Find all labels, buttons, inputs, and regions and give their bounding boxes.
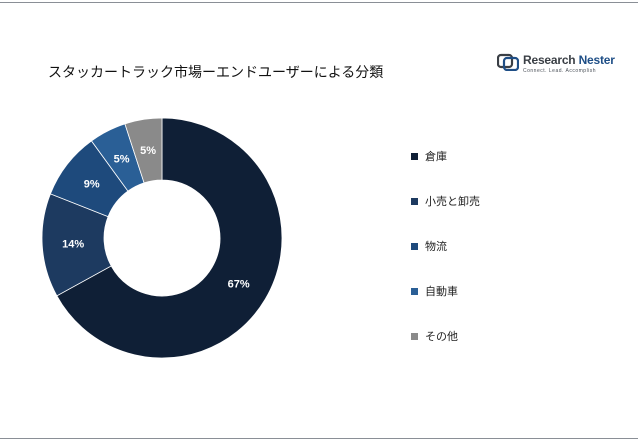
legend-label: その他 (425, 330, 458, 343)
legend-swatch (411, 197, 418, 205)
legend-item-3: 自動車 (411, 283, 458, 299)
legend-label: 物流 (425, 240, 447, 253)
legend-swatch (411, 152, 418, 160)
logo-mark-icon (497, 53, 519, 71)
legend-swatch (411, 242, 418, 250)
slice-label-4: 5% (140, 145, 156, 157)
logo-text-nester: Nester (578, 53, 615, 67)
legend-item-0: 倉庫 (411, 148, 447, 164)
legend-item-1: 小売と卸売 (411, 193, 480, 209)
donut-slice-4 (124, 117, 163, 184)
research-nester-logo: Research Nester Connect. Lead. Accomplis… (497, 53, 615, 77)
chart-title: スタッカートラック市場ーエンドユーザーによる分類 (48, 65, 384, 81)
logo-text-research: Research (523, 53, 579, 67)
top-rule (0, 2, 638, 3)
legend-label: 倉庫 (425, 150, 447, 163)
legend-item-4: その他 (411, 328, 458, 344)
bottom-rule (0, 438, 638, 439)
legend-swatch (411, 332, 418, 340)
legend-label: 小売と卸売 (425, 195, 480, 208)
logo-tagline: Connect. Lead. Accomplish (523, 68, 597, 74)
legend-item-2: 物流 (411, 238, 447, 254)
donut-slice-0 (56, 117, 283, 359)
logo-text: Research Nester (523, 53, 615, 67)
slice-label-1: 14% (62, 239, 84, 251)
legend-label: 自動車 (425, 285, 458, 298)
slice-label-2: 9% (84, 178, 100, 190)
slice-label-0: 67% (228, 278, 250, 290)
slice-label-3: 5% (114, 154, 130, 166)
legend-swatch (411, 287, 418, 295)
